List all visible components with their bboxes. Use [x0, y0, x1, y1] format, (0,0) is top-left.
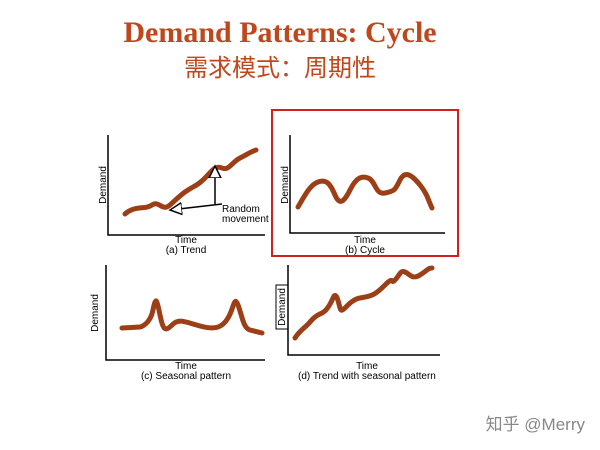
curve	[122, 147, 259, 217]
watermark: 知乎 @Merry	[486, 415, 586, 434]
x-label: Time	[175, 361, 197, 372]
axes	[289, 135, 445, 234]
panel-trend-seasonal: Demand Time (d) Trend with seasonal patt…	[275, 265, 440, 382]
y-label: Demand	[277, 288, 288, 326]
x-label: Time	[354, 235, 376, 246]
panel-cycle: Demand Time (b) Cycle	[271, 109, 459, 257]
caption-clip: (d) Trend with seasonal pattern	[298, 371, 436, 382]
y-label: Demand	[98, 166, 109, 204]
panel-trend: Demand Random movement Time (a) Trend	[98, 135, 269, 256]
caption: (c) Seasonal pattern	[141, 371, 231, 382]
annotation: Random	[222, 204, 260, 215]
arrow	[170, 204, 223, 210]
axes	[105, 265, 265, 361]
x-label: Time	[175, 235, 197, 246]
caption: (d) Trend with seasonal pattern	[298, 371, 436, 382]
curve	[292, 265, 435, 341]
curve	[295, 172, 435, 211]
axes	[107, 135, 265, 236]
panel-seasonal: Demand Time (c) Seasonal pattern	[90, 265, 265, 382]
annotation: movement	[222, 214, 269, 225]
caption: (b) Cycle	[345, 245, 385, 256]
y-label: Demand	[90, 294, 101, 332]
title: Demand Patterns: Cycle	[123, 16, 436, 49]
x-label: Time	[356, 361, 378, 372]
y-label: Demand	[280, 166, 291, 204]
subtitle: 需求模式：周期性	[184, 54, 376, 82]
label-box	[275, 284, 289, 330]
curve	[119, 298, 265, 336]
highlight-box	[271, 109, 459, 257]
caption: (a) Trend	[166, 245, 207, 256]
